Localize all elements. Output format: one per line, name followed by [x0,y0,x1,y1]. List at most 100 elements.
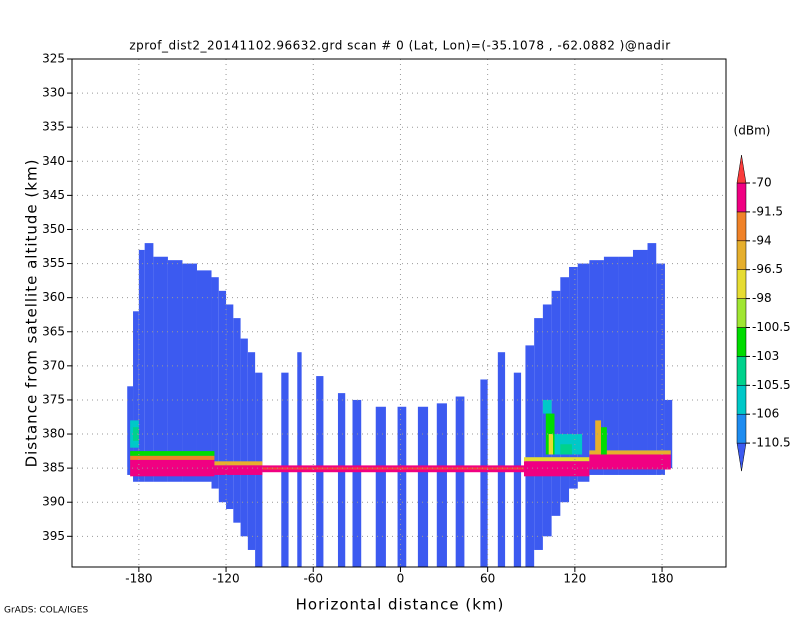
colorbar-tick-label: -94 [752,233,772,247]
colorbar-tick-label: -70 [752,176,772,190]
field-column [167,260,183,482]
colorbar-segment [736,442,747,472]
field-column [226,304,234,510]
echo-cell [589,454,671,470]
colorbar-segment [736,327,747,357]
x-tick-label: -60 [303,572,323,586]
x-tick-label: 60 [480,572,495,586]
colorbar-segment [736,182,747,213]
field-column [182,263,197,482]
echo-cell [130,455,215,460]
echo-cell [589,450,671,455]
x-tick-label: -180 [125,572,152,586]
y-tick-label: 355 [42,256,65,270]
field-column [480,379,488,567]
colorbar-segment [736,385,747,415]
colorbar-segment [736,413,747,444]
colorbar-tick-label: -105.5 [752,378,791,392]
field-column [352,399,362,567]
credit: GrADS: COLA/IGES [4,606,88,616]
colorbar-tick-label: -106 [752,407,779,421]
colorbar-label: (dBm) [734,124,771,138]
field-column [297,352,302,567]
field-column [397,406,407,567]
echo-cell [548,434,554,455]
field-column [603,256,619,475]
x-tick-label: 0 [397,572,405,586]
y-tick-label: 325 [42,52,65,66]
y-tick-label: 330 [42,86,65,100]
chart-title: zprof_dist2_20141102.96632.grd scan # 0 … [129,39,670,53]
field-column [560,277,570,503]
y-tick-label: 375 [42,392,65,406]
field-column [240,338,248,537]
field-column [144,243,154,482]
x-tick-label: 180 [651,572,674,586]
field-column [218,290,227,503]
field-column [337,393,346,567]
plot-frame [71,58,727,568]
y-tick-label: 335 [42,120,65,134]
echo-cell [214,461,263,466]
y-tick-label: 340 [42,154,65,168]
echo-cell [523,461,590,477]
field-column [569,266,578,489]
echo-cell [214,465,263,475]
echo-cell [130,451,215,456]
echo-cell [542,399,552,414]
echo-cell [595,420,602,455]
y-tick-label: 370 [42,358,65,372]
y-tick-label: 360 [42,290,65,304]
field-column [618,256,633,475]
field-column [551,290,561,516]
colorbar-tick-label: -96.5 [752,262,783,276]
x-axis-label: Horizontal distance (km) [296,596,505,614]
y-tick-label: 365 [42,324,65,338]
y-tick-label: 395 [42,529,65,543]
colorbar-tick-label: -110.5 [752,436,791,450]
field-column [436,403,447,567]
colorbar-tick-label: -100.5 [752,320,791,334]
echo-cell [601,427,607,455]
y-tick-label: 345 [42,188,65,202]
y-tick-label: 385 [42,461,65,475]
field-column [664,399,673,469]
field-column [577,263,590,482]
colorbar-segment [736,211,747,242]
field-column [233,318,241,523]
echo-cell [560,444,572,455]
echo-cell [262,467,524,470]
colorbar-segment [736,298,747,328]
field-column [247,352,256,550]
field-column [656,263,665,475]
echo-cell [133,427,139,441]
field-column [525,345,535,567]
colorbar-tick-label: -98 [752,291,772,305]
field-column [375,406,386,567]
colorbar-segment [736,154,747,184]
colorbar-segment [736,356,747,386]
x-tick-label: -120 [212,572,239,586]
field-column [632,249,648,475]
y-axis-label: Distance from satellite altitude (km) [23,159,41,468]
field-column [133,311,139,482]
colorbar-tick-label: -91.5 [752,204,783,218]
field-column [153,256,168,482]
field-column [211,277,219,489]
colorbar-segment [736,240,747,270]
field-column [417,406,429,567]
y-tick-label: 390 [42,495,65,509]
colorbar-tick-label: -103 [752,349,779,363]
field-column [455,396,465,567]
field-column [196,270,212,482]
y-tick-label: 380 [42,427,65,441]
y-tick-label: 350 [42,222,65,236]
field-column [647,243,657,475]
field-column [534,318,543,550]
echo-cell [523,457,590,462]
x-tick-label: 120 [563,572,586,586]
field-column [138,249,145,482]
field-column [497,352,506,567]
colorbar-segment [736,269,747,299]
